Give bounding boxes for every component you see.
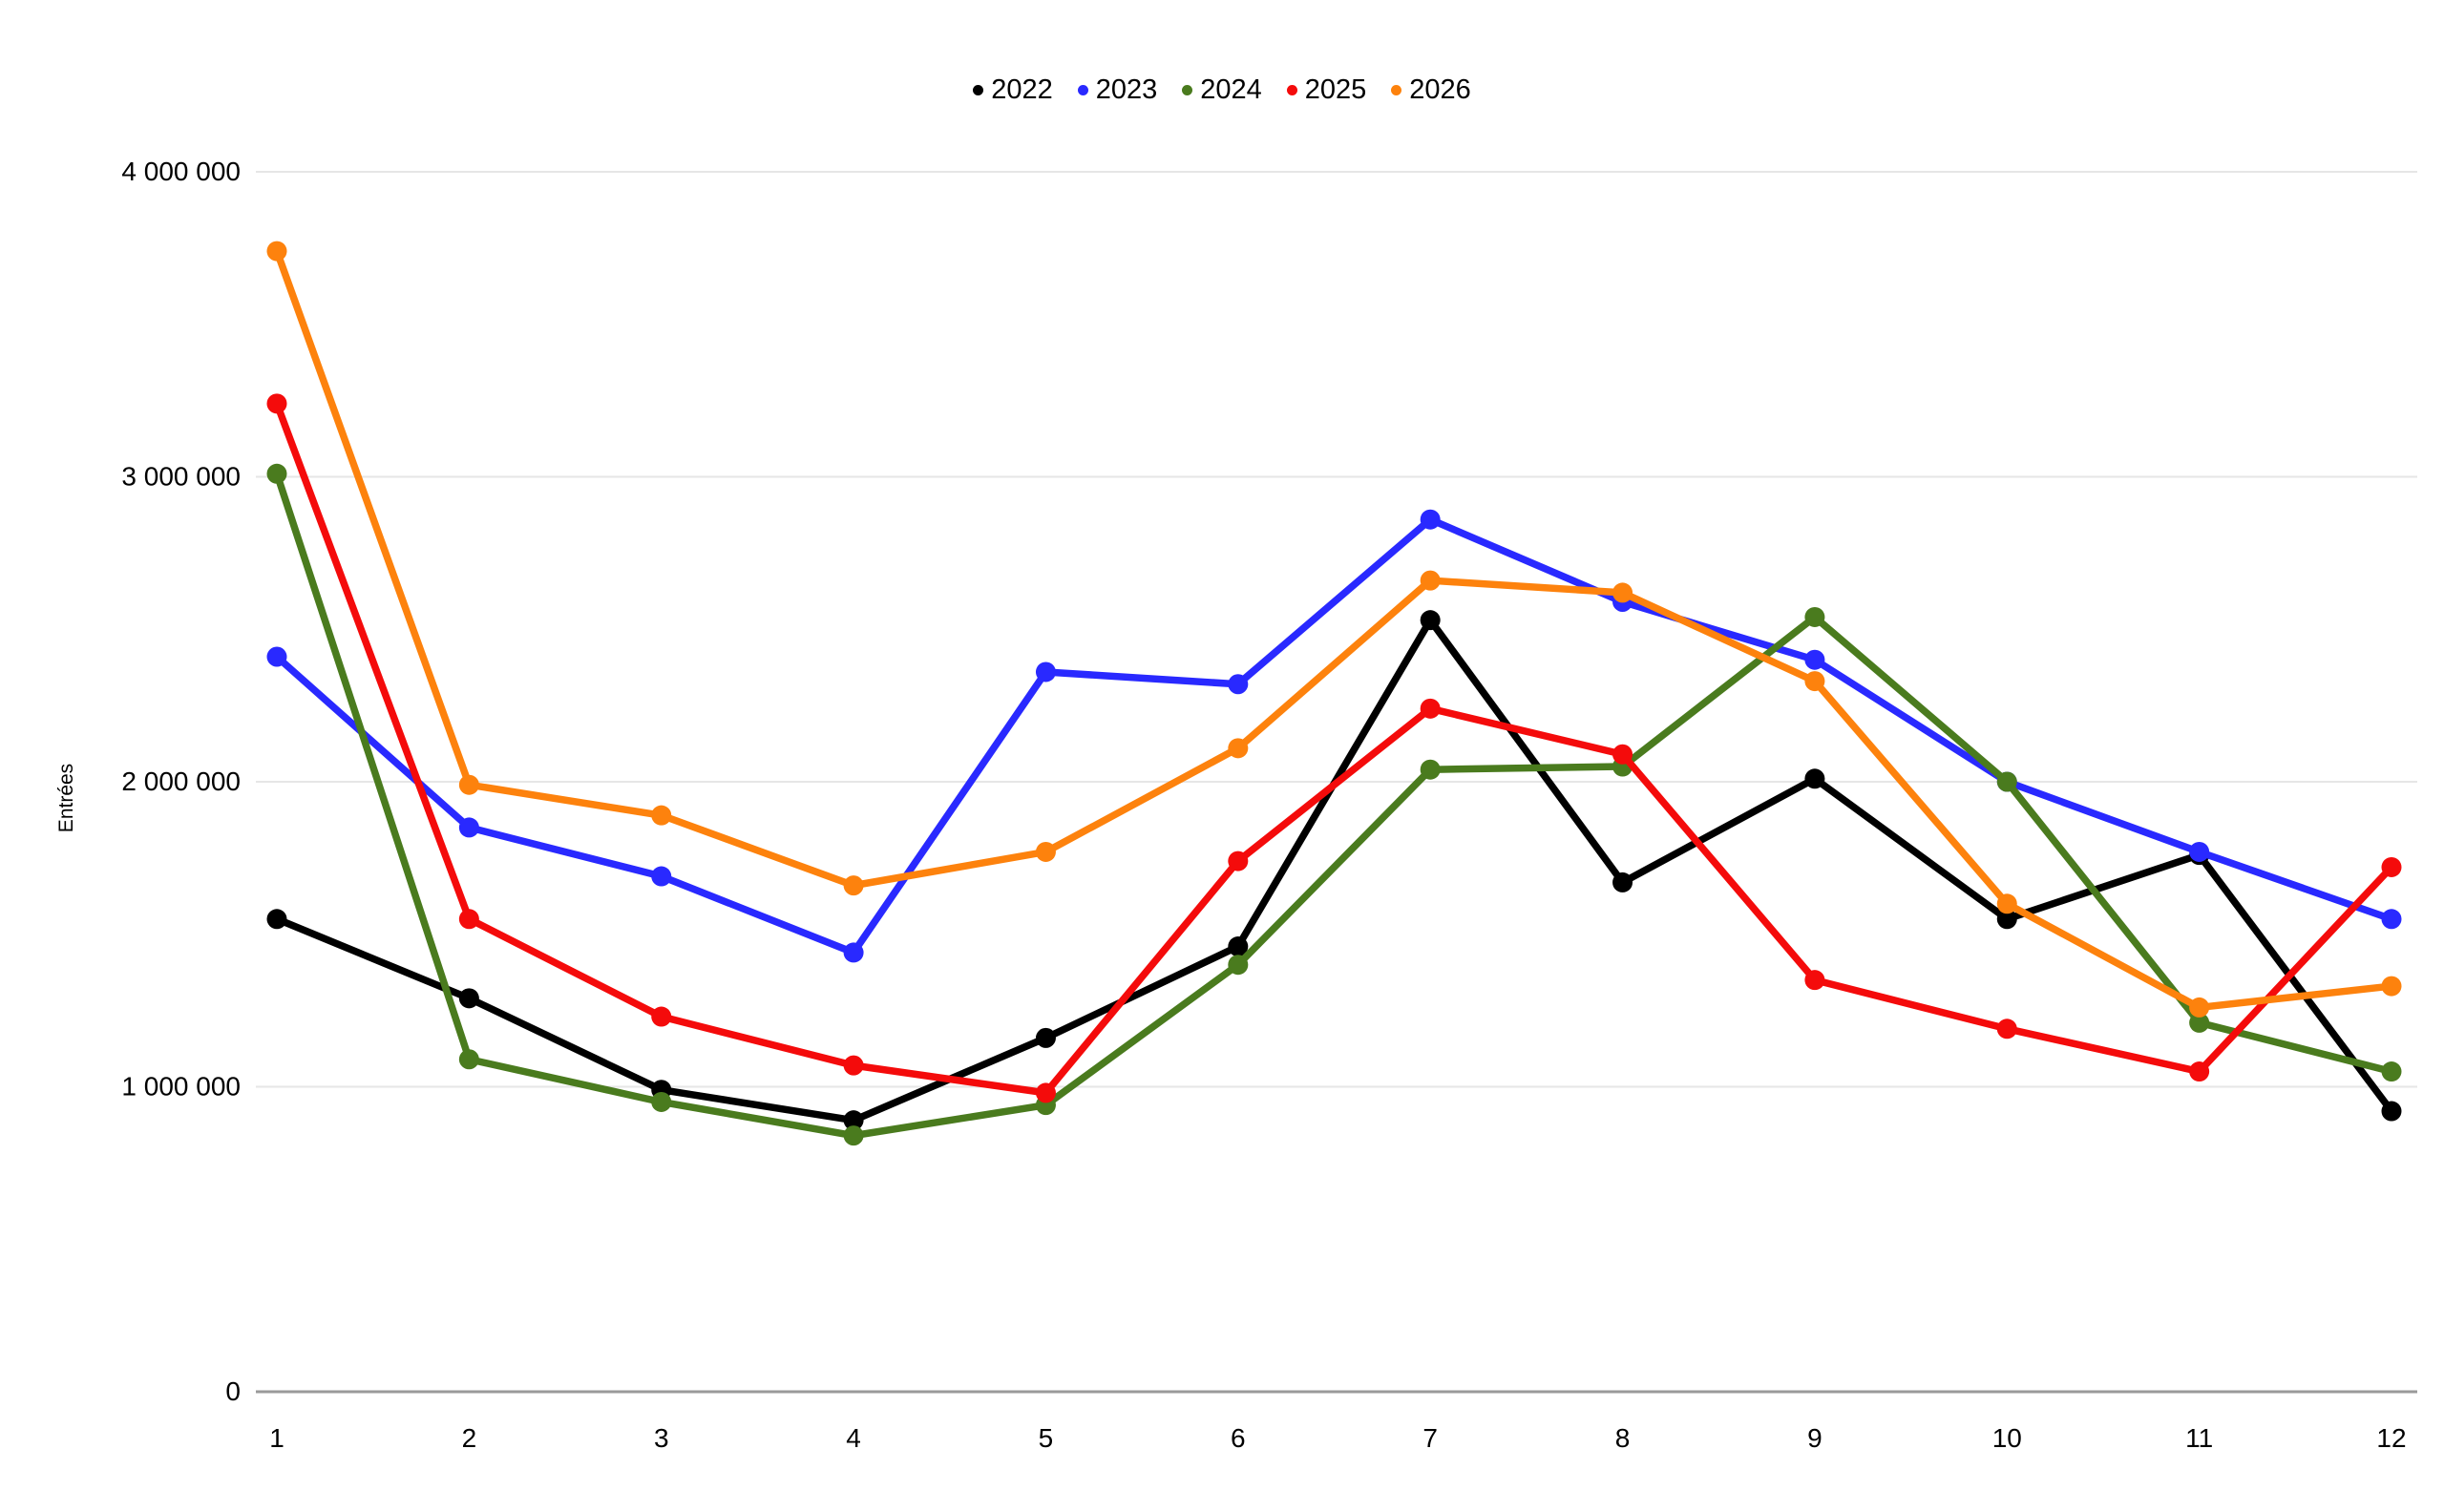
- x-tick-label: 7: [1422, 1423, 1438, 1453]
- x-tick-label: 11: [2185, 1423, 2213, 1453]
- x-tick-label: 9: [1807, 1423, 1822, 1453]
- legend-item-2026: 2026: [1391, 76, 1471, 104]
- legend-label-2025: 2025: [1304, 74, 1367, 105]
- x-tick-label: 12: [2376, 1423, 2406, 1453]
- data-point-2024-6: [1228, 955, 1249, 976]
- data-point-2024-3: [651, 1091, 672, 1112]
- data-point-2023-12: [2381, 909, 2402, 930]
- data-point-2024-9: [1804, 606, 1825, 627]
- series-line-2024: [273, 470, 2395, 1140]
- data-point-2026-8: [1612, 582, 1633, 603]
- data-point-2025-7: [1420, 698, 1441, 719]
- data-point-2024-1: [266, 463, 287, 484]
- data-point-2025-9: [1804, 970, 1825, 991]
- series-2025: [266, 393, 2402, 1103]
- data-point-2023-4: [843, 942, 864, 963]
- legend-label-2024: 2024: [1200, 74, 1262, 105]
- x-tick-label: 2: [462, 1423, 477, 1453]
- x-tick-label: 4: [846, 1423, 861, 1453]
- data-point-2025-3: [651, 1006, 672, 1027]
- y-tick-label: 3 000 000: [121, 462, 241, 492]
- data-point-2025-8: [1612, 744, 1633, 765]
- data-point-2022-7: [1420, 610, 1441, 631]
- data-point-2022-1: [266, 909, 287, 930]
- data-point-2026-12: [2381, 976, 2402, 997]
- data-point-2022-10: [1996, 909, 2017, 930]
- data-point-2024-10: [1996, 771, 2017, 792]
- data-point-2023-7: [1420, 509, 1441, 530]
- data-point-2023-2: [458, 817, 479, 838]
- data-point-2024-7: [1420, 759, 1441, 780]
- legend-item-2023: 2023: [1077, 74, 1158, 105]
- data-point-2025-2: [458, 909, 479, 930]
- legend-swatch-2024: [1182, 85, 1193, 95]
- legend-label-2022: 2022: [991, 74, 1053, 105]
- x-tick-label: 10: [1992, 1423, 2022, 1453]
- x-tick-label: 6: [1231, 1423, 1246, 1453]
- x-tick-label: 8: [1615, 1423, 1631, 1453]
- data-point-2022-2: [458, 988, 479, 1009]
- legend-swatch-2026: [1391, 85, 1402, 95]
- data-point-2025-5: [1035, 1082, 1056, 1103]
- data-point-2023-11: [2189, 841, 2210, 862]
- data-point-2022-12: [2381, 1101, 2402, 1122]
- data-point-2022-9: [1804, 768, 1825, 789]
- x-tick-label: 3: [654, 1423, 669, 1453]
- data-point-2022-8: [1612, 872, 1633, 892]
- data-point-2026-7: [1420, 570, 1441, 591]
- data-point-2022-4: [843, 1110, 864, 1131]
- data-point-2025-12: [2381, 856, 2402, 877]
- y-tick-label: 2 000 000: [121, 766, 241, 796]
- data-point-2026-9: [1804, 671, 1825, 692]
- series-2026: [266, 241, 2402, 1018]
- data-point-2025-1: [266, 393, 287, 414]
- data-point-2025-11: [2189, 1061, 2210, 1082]
- legend-swatch-2023: [1077, 85, 1088, 95]
- legend-item-2025: 2025: [1286, 74, 1367, 105]
- data-point-2025-10: [1996, 1018, 2017, 1040]
- data-point-2023-3: [651, 866, 672, 887]
- data-point-2025-4: [843, 1055, 864, 1076]
- data-point-2023-5: [1035, 662, 1056, 682]
- data-point-2026-11: [2189, 997, 2210, 1018]
- x-tick-label: 5: [1039, 1423, 1054, 1453]
- chart-legend: 2022 2023 2024 2025 2026: [0, 76, 2444, 104]
- data-point-2026-3: [651, 805, 672, 826]
- data-point-2024-2: [458, 1049, 479, 1070]
- y-tick-label: 4 000 000: [121, 157, 241, 186]
- legend-item-2022: 2022: [973, 76, 1053, 104]
- data-point-2026-6: [1228, 738, 1249, 759]
- series-line-2023: [273, 515, 2395, 956]
- data-point-2026-10: [1996, 893, 2017, 914]
- legend-swatch-2022: [973, 85, 984, 95]
- data-point-2024-11: [2189, 1012, 2210, 1033]
- x-tick-label: 1: [269, 1423, 284, 1453]
- series-line-2026: [273, 247, 2395, 1012]
- y-tick-label: 1 000 000: [121, 1072, 241, 1102]
- legend-swatch-2025: [1286, 85, 1297, 95]
- data-point-2023-9: [1804, 649, 1825, 670]
- data-point-2022-5: [1035, 1027, 1056, 1048]
- series-line-2025: [273, 400, 2395, 1097]
- legend-item-2024: 2024: [1182, 76, 1262, 104]
- data-point-2023-1: [266, 646, 287, 667]
- y-tick-label: 0: [225, 1376, 241, 1406]
- data-point-2024-12: [2381, 1061, 2402, 1082]
- data-point-2024-4: [843, 1125, 864, 1146]
- legend-label-2026: 2026: [1409, 74, 1471, 105]
- data-point-2026-2: [458, 774, 479, 795]
- data-point-2026-1: [266, 241, 287, 262]
- data-point-2025-6: [1228, 850, 1249, 872]
- legend-label-2023: 2023: [1095, 74, 1158, 105]
- data-point-2026-5: [1035, 841, 1056, 862]
- data-point-2022-6: [1228, 936, 1249, 957]
- data-point-2026-4: [843, 875, 864, 896]
- data-point-2023-6: [1228, 674, 1249, 695]
